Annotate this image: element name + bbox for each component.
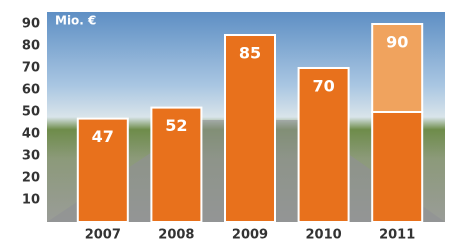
x-tick-label: 2009 [232,228,268,243]
value-label: 70 [312,77,334,96]
x-tick-label: 2011 [379,228,415,243]
value-label: 85 [239,44,261,63]
x-tick-label: 2007 [85,228,121,243]
y-tick-label: 10 [22,193,40,208]
chart: Mio. € 10 20 30 40 50 60 70 80 90 47 2007 52 2008 85 2… [0,0,451,244]
y-tick-label: 90 [22,17,40,32]
value-label: 47 [92,127,114,146]
unit-label: Mio. € [55,14,96,28]
bar [372,112,422,222]
y-tick-label: 20 [22,171,40,186]
bar [225,35,275,222]
value-label: 52 [165,116,187,135]
y-tick-label: 50 [22,105,40,120]
x-tick-label: 2010 [306,228,342,243]
y-tick-label: 60 [22,83,40,98]
y-tick-label: 30 [22,149,40,164]
y-tick-label: 70 [22,61,40,76]
x-tick-label: 2008 [158,228,194,243]
y-tick-label: 40 [22,127,40,142]
y-tick-label: 80 [22,39,40,54]
value-label: 90 [386,33,408,52]
